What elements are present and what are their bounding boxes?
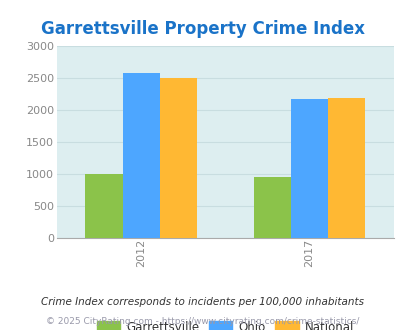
Bar: [122, 73, 159, 238]
Bar: [290, 99, 327, 238]
Bar: [254, 177, 290, 238]
Text: Crime Index corresponds to incidents per 100,000 inhabitants: Crime Index corresponds to incidents per…: [41, 297, 364, 307]
Text: Garrettsville Property Crime Index: Garrettsville Property Crime Index: [41, 20, 364, 38]
Bar: [327, 98, 364, 238]
Bar: [85, 174, 122, 238]
Text: © 2025 CityRating.com - https://www.cityrating.com/crime-statistics/: © 2025 CityRating.com - https://www.city…: [46, 317, 359, 326]
Bar: [159, 78, 196, 238]
Legend: Garrettsville, Ohio, National: Garrettsville, Ohio, National: [92, 316, 358, 330]
